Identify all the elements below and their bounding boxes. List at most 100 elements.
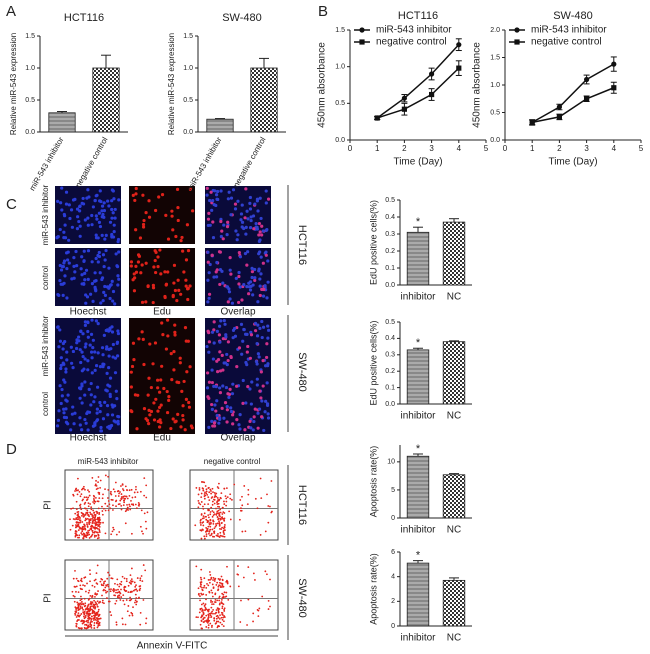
cell — [82, 249, 86, 253]
cell — [77, 209, 82, 213]
cell — [267, 328, 271, 332]
cell — [66, 250, 70, 254]
event — [96, 564, 99, 567]
cell — [113, 302, 117, 306]
event — [223, 591, 226, 594]
cell — [251, 428, 255, 432]
event — [264, 530, 267, 533]
cell — [260, 399, 264, 403]
y-tick-label: 0.0 — [490, 137, 500, 144]
cell — [175, 187, 180, 192]
event — [94, 592, 97, 595]
event — [213, 498, 215, 501]
cell — [207, 271, 211, 275]
y-tick-label: 10 — [387, 459, 395, 466]
event — [213, 532, 216, 534]
cell — [80, 384, 84, 388]
cell — [72, 256, 76, 260]
cell — [61, 341, 65, 346]
cell — [207, 340, 211, 344]
event — [209, 518, 212, 521]
event — [136, 491, 139, 494]
event — [89, 607, 92, 609]
cell — [65, 399, 69, 403]
cell — [62, 212, 66, 217]
cell — [110, 216, 114, 220]
event — [97, 518, 99, 521]
y-tick-label: 0.5 — [25, 97, 35, 104]
event — [94, 523, 97, 525]
cell — [181, 404, 185, 408]
event — [99, 521, 102, 524]
event — [112, 488, 115, 491]
cell — [78, 396, 82, 400]
event — [132, 589, 135, 592]
cell — [239, 218, 243, 222]
event — [82, 619, 85, 622]
event — [269, 605, 271, 608]
event — [206, 519, 209, 522]
event — [93, 627, 96, 629]
cell — [98, 189, 102, 193]
y-tick-label: 6 — [391, 549, 395, 556]
y-tick-label: 1.0 — [25, 65, 35, 72]
event — [204, 485, 207, 487]
y-tick-label: 0.1 — [385, 265, 395, 272]
event — [92, 519, 95, 522]
cell — [100, 209, 104, 213]
cell — [222, 361, 226, 365]
event — [97, 618, 99, 621]
event — [221, 586, 224, 588]
y-tick-label: 1.0 — [183, 65, 193, 72]
cell — [214, 193, 219, 197]
cell — [78, 234, 82, 238]
cell — [63, 223, 67, 227]
event — [78, 491, 81, 493]
cell — [219, 189, 223, 193]
cell — [144, 211, 148, 215]
cell — [101, 353, 105, 357]
cell-line-label: SW-480 — [296, 578, 308, 618]
cell — [256, 426, 260, 430]
cell — [86, 320, 90, 325]
event — [202, 593, 205, 596]
event — [77, 609, 80, 612]
event — [88, 515, 90, 518]
cell — [89, 403, 93, 407]
cell — [211, 199, 215, 203]
event — [104, 488, 106, 491]
event — [81, 521, 84, 523]
cell — [186, 297, 190, 302]
bar — [442, 341, 466, 405]
cell — [177, 380, 181, 385]
event — [220, 522, 223, 525]
cell — [98, 199, 102, 203]
event — [130, 503, 133, 506]
axis-label: PI — [43, 593, 54, 602]
event — [111, 499, 114, 501]
event — [130, 567, 133, 570]
event — [84, 608, 87, 611]
cell — [70, 225, 74, 229]
event — [112, 589, 114, 592]
event — [222, 603, 225, 606]
event — [81, 607, 84, 610]
event — [91, 611, 94, 614]
event — [198, 611, 201, 614]
event — [134, 599, 137, 602]
cell — [112, 223, 116, 227]
cell — [176, 278, 180, 282]
event — [76, 525, 79, 528]
event — [117, 490, 120, 492]
cell — [237, 270, 241, 275]
event — [114, 481, 117, 484]
event — [91, 530, 94, 532]
event — [246, 624, 248, 626]
event — [103, 507, 105, 510]
cell — [212, 320, 216, 324]
event — [197, 593, 200, 596]
event — [115, 589, 117, 591]
event — [207, 619, 209, 622]
event — [96, 593, 99, 595]
event — [94, 595, 96, 598]
